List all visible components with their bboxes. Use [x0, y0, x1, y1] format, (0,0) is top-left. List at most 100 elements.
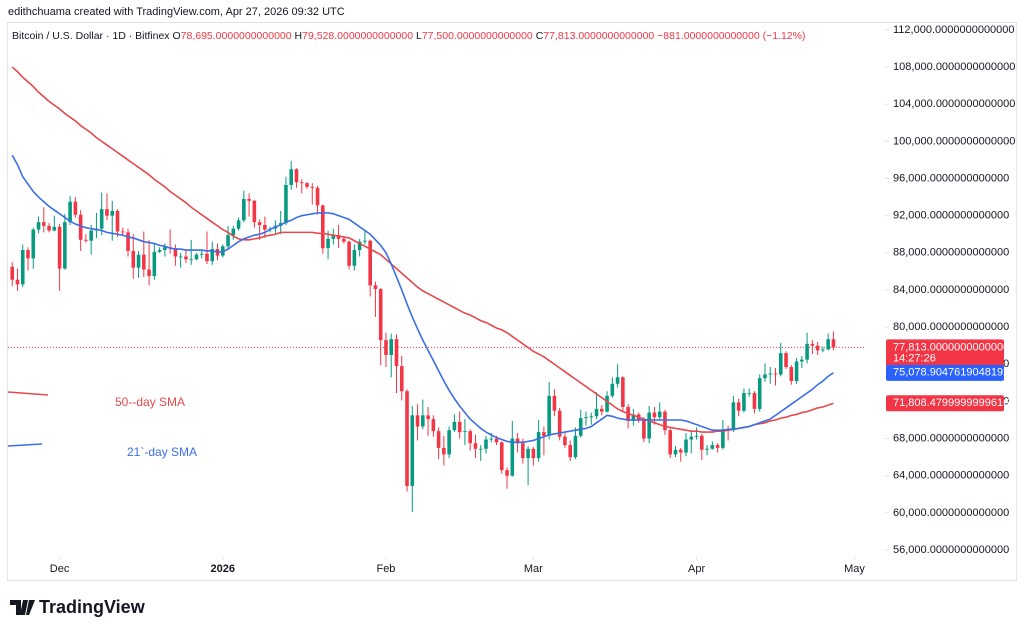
candle-body: [73, 201, 78, 215]
candle-body: [526, 448, 530, 459]
candle-body: [194, 254, 199, 260]
candle-body: [63, 222, 67, 269]
x-tick-label: Mar: [524, 563, 543, 575]
x-tick-label: May: [844, 563, 865, 575]
candle-body: [231, 228, 236, 236]
change: −881.0000000000000: [657, 30, 760, 42]
candle-body: [252, 200, 257, 223]
x-tick-label: 2026: [211, 563, 235, 575]
candle-body: [263, 224, 267, 230]
price-label: 71,808.4799999999616: [893, 397, 1009, 409]
price-label: 77,813.0000000000000: [893, 341, 1009, 353]
y-tick-label: 108,000.0000000000000: [893, 61, 1015, 73]
candle-body: [794, 361, 799, 381]
candle-body: [236, 220, 241, 229]
candle-body: [57, 226, 62, 269]
candle-body: [589, 416, 594, 418]
candle-body: [521, 443, 525, 459]
x-tick-label: Apr: [688, 563, 705, 575]
y-tick-label: 92,000.0000000000000: [893, 210, 1009, 222]
candle-body: [115, 211, 120, 232]
price-label-box: [886, 395, 1004, 412]
candle-body: [631, 414, 636, 421]
candle-body: [68, 201, 72, 223]
candle-body: [663, 411, 667, 431]
candle-body: [289, 169, 294, 186]
price-label: 75,078.9047619048192: [893, 367, 1009, 379]
candle-body: [757, 378, 762, 409]
candle-body: [484, 439, 488, 449]
candle-body: [789, 367, 794, 381]
candle-body: [615, 377, 620, 384]
candle-body: [505, 470, 509, 476]
candle-body: [399, 366, 404, 392]
ohlc-key: C: [536, 30, 544, 42]
candle-body: [447, 430, 451, 455]
candle-body: [763, 374, 767, 379]
candle-body: [131, 250, 136, 268]
candle-body: [647, 412, 651, 439]
y-tick-label: 68,000.0000000000000: [893, 432, 1009, 444]
y-tick-label: 84,000.0000000000000: [893, 284, 1009, 296]
candle-body: [821, 349, 825, 351]
candle-body: [563, 436, 567, 446]
candle-body: [773, 373, 778, 375]
candle-body: [715, 445, 720, 448]
candle-body: [36, 222, 41, 230]
ohlc-key: O: [172, 30, 180, 42]
candle-body: [489, 438, 494, 440]
logo: TradingView: [10, 597, 146, 617]
candle-body: [742, 393, 746, 411]
candle-body: [710, 445, 715, 449]
candle-body: [689, 436, 694, 440]
candle-body: [210, 249, 215, 262]
legend-swatch: [7, 391, 49, 396]
candle-body: [178, 256, 183, 258]
candle-body: [31, 229, 36, 259]
candle-body: [605, 395, 609, 412]
candle-body: [747, 393, 751, 394]
candle-body: [452, 421, 457, 431]
candle-body: [547, 395, 551, 436]
candle-body: [384, 340, 388, 355]
x-tick-label: Dec: [50, 563, 70, 575]
candle-body: [784, 353, 788, 368]
y-tick-label: 100,000.0000000000000: [893, 135, 1015, 147]
candle-body: [394, 339, 399, 367]
x-tick-label: Feb: [376, 563, 395, 575]
candle-body: [315, 187, 320, 206]
sma-line: [11, 66, 834, 433]
candle-body: [331, 235, 336, 239]
candle-body: [147, 269, 151, 277]
candle-body: [542, 432, 546, 436]
candle-body: [642, 419, 646, 439]
candle-body: [242, 198, 246, 221]
candle-body: [320, 205, 325, 249]
candle-body: [378, 289, 383, 341]
y-tick-label: 60,000.0000000000000: [893, 507, 1009, 519]
candle-body: [257, 222, 262, 225]
candle-body: [568, 445, 573, 458]
candle-body: [226, 235, 230, 247]
candle-body: [294, 169, 299, 183]
candle-body: [26, 250, 30, 259]
legend-header: Bitcoin / U.S. Dollar · 1D · Bitfinex O7…: [12, 30, 805, 42]
candle-body: [326, 238, 330, 249]
candle-body: [578, 418, 583, 436]
candle-body: [652, 412, 657, 418]
ohlc-value: 79,528.0000000000000: [302, 30, 413, 42]
candle-body: [352, 250, 357, 266]
candle-body: [668, 430, 673, 455]
y-tick-label: 96,000.0000000000000: [893, 172, 1009, 184]
candle-body: [599, 408, 604, 412]
candle-body: [368, 240, 372, 286]
candle-body: [426, 415, 430, 420]
candle-body: [826, 339, 830, 350]
countdown: 14:27:26: [893, 352, 936, 364]
candle-body: [800, 359, 804, 362]
candle-body: [305, 183, 309, 187]
candle-body: [99, 209, 104, 229]
y-tick-label: 64,000.0000000000000: [893, 470, 1009, 482]
